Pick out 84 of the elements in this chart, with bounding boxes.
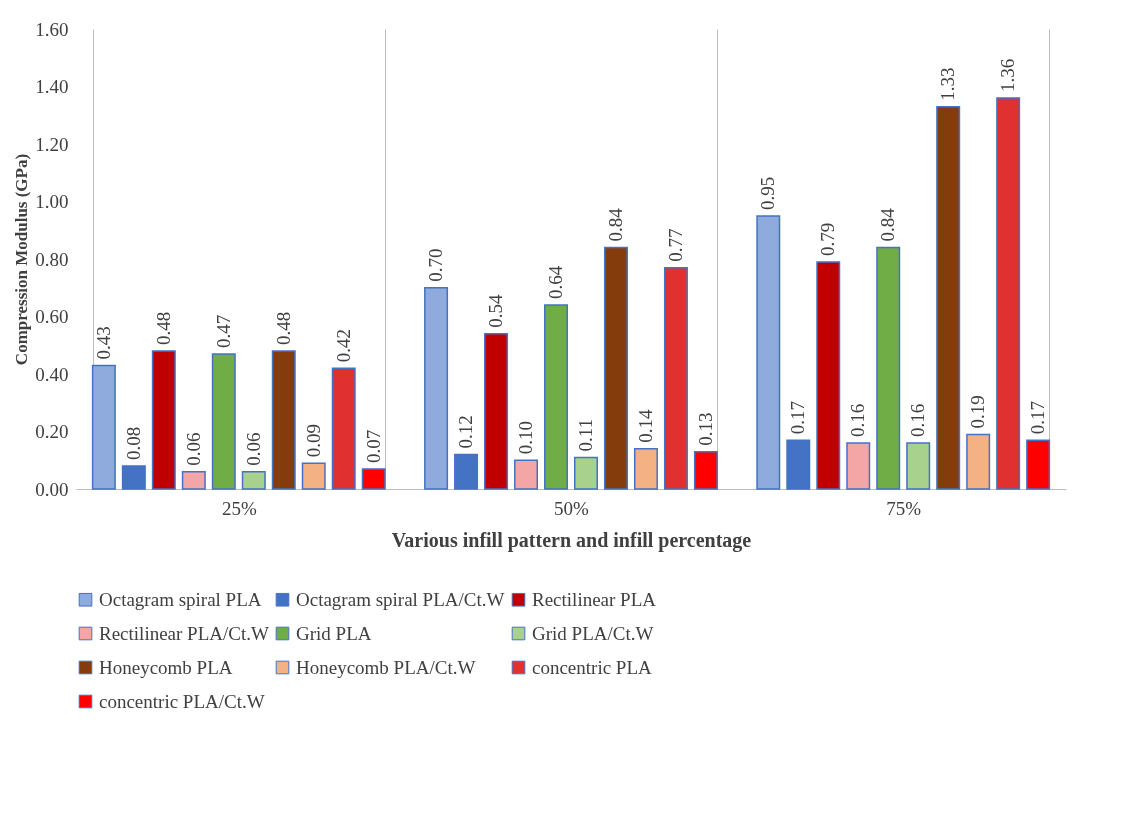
data-label: 0.09: [302, 423, 324, 458]
bar: [121, 465, 146, 490]
y-tick-label: 0.00: [35, 478, 69, 500]
bar: [574, 456, 598, 490]
y-tick-label: 1.60: [35, 18, 69, 40]
bar: [484, 333, 509, 490]
bar: [424, 287, 449, 490]
bar: [454, 453, 479, 490]
bar: [876, 246, 901, 490]
bar: [786, 439, 811, 490]
data-label: 0.13: [694, 412, 716, 446]
x-tick-label: 25%: [221, 497, 257, 519]
y-tick-label: 0.60: [35, 306, 69, 327]
bar: [544, 304, 568, 490]
data-label: 1.36: [997, 58, 1019, 92]
data-label: 0.10: [515, 421, 537, 455]
legend-label: concentric PLA/Ct.W: [99, 690, 265, 712]
bar: [361, 468, 386, 490]
data-label: 0.12: [455, 415, 477, 449]
bar: [91, 364, 116, 490]
data-label: 0.64: [545, 265, 567, 299]
data-label: 0.16: [847, 403, 869, 437]
bar: [1026, 439, 1051, 490]
data-label: 0.16: [907, 403, 929, 437]
legend-label: Grid PLA/Ct.W: [532, 622, 654, 644]
data-label: 0.08: [122, 426, 144, 460]
y-tick-label: 1.00: [35, 191, 69, 212]
data-label: 0.47: [212, 314, 234, 348]
data-label: 0.77: [664, 228, 686, 262]
bar: [603, 246, 628, 490]
data-label: 0.06: [182, 432, 204, 466]
y-tick-label: 0.40: [35, 363, 69, 385]
bar: [816, 261, 841, 490]
legend-label: concentric PLA: [532, 656, 653, 678]
y-tick-label: 0.80: [35, 248, 69, 270]
data-label: 0.84: [604, 207, 626, 242]
bar: [211, 353, 236, 490]
data-label: 1.33: [937, 67, 959, 101]
y-tick-label: 1.20: [35, 133, 69, 155]
legend-label: Honeycomb PLA/Ct.W: [296, 656, 476, 678]
x-tick-label: 75%: [886, 497, 922, 519]
data-label: 0.07: [362, 429, 384, 463]
y-axis-title: Compression Modulus (GPa): [12, 153, 32, 366]
bar: [241, 471, 266, 490]
y-tick-label: 0.20: [35, 421, 69, 442]
data-label: 0.42: [332, 329, 354, 363]
y-tick-label: 1.40: [35, 76, 69, 97]
data-label: 0.06: [242, 432, 264, 466]
data-label: 0.43: [92, 326, 114, 360]
legend-label: Octagram spiral PLA/Ct.W: [296, 588, 505, 610]
x-axis-title: Various infill pattern and infill percentage: [391, 528, 752, 552]
bar: [151, 350, 176, 490]
bar: [331, 367, 356, 490]
data-label: 0.79: [817, 222, 839, 256]
data-label: 0.19: [967, 395, 989, 429]
x-tick-label: 50%: [554, 497, 590, 519]
bar: [936, 105, 961, 490]
bar: [181, 471, 206, 490]
legend-label: Grid PLA: [296, 622, 372, 644]
data-label: 0.48: [152, 311, 174, 345]
bar: [514, 459, 539, 490]
bar: [846, 442, 871, 490]
bar: [966, 433, 991, 490]
data-label: 0.48: [272, 311, 294, 345]
data-label: 0.95: [757, 176, 779, 210]
bar: [301, 462, 326, 490]
data-label: 0.54: [485, 294, 507, 328]
data-label: 0.17: [1027, 400, 1049, 435]
bar: [996, 97, 1021, 490]
bar: [633, 448, 658, 490]
data-label: 0.84: [877, 207, 899, 242]
data-label: 0.17: [787, 400, 809, 435]
legend-label: Octagram spiral PLA: [99, 588, 262, 610]
bar: [693, 450, 718, 490]
bar: [663, 266, 688, 490]
data-label: 0.14: [634, 409, 656, 443]
legend-label: Rectilinear PLA/Ct.W: [99, 622, 269, 644]
legend-label: Honeycomb PLA: [99, 656, 233, 678]
bar: [906, 442, 931, 490]
data-label: 0.11: [574, 418, 596, 452]
bar: [756, 215, 781, 490]
legend-label: Rectilinear PLA: [532, 588, 657, 610]
data-label: 0.70: [425, 248, 447, 282]
bar: [271, 350, 296, 490]
